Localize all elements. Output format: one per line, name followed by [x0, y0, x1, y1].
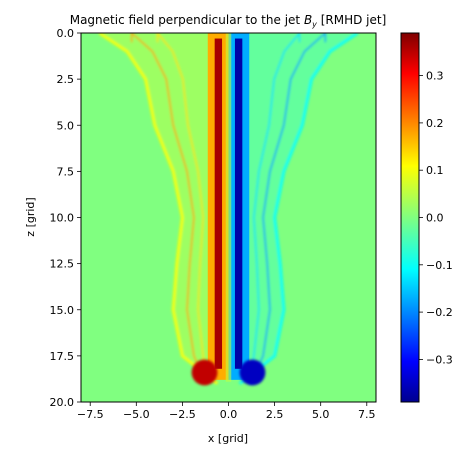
x-tick-label: 2.5	[266, 408, 284, 421]
cocoon-inner-filament	[249, 33, 301, 384]
y-axis: 0.0 2.5 5.0 7.5 10.0 12.5 15.0 17.5 20.0	[50, 27, 81, 409]
colorbar-tick-label: 0.0	[426, 212, 444, 225]
cocoon-edge-filament	[98, 33, 219, 385]
colorbar-tick-label: −0.1	[426, 259, 453, 272]
colorbar: 0.3 0.2 0.1 0.0 −0.1 −0.2 −0.3	[400, 32, 453, 403]
head-lobe-negative	[239, 359, 266, 386]
x-tick-label: 5.0	[312, 408, 330, 421]
y-tick-label: 7.5	[57, 165, 75, 178]
y-tick-label: 5.0	[57, 119, 75, 132]
cocoon-inner-filament	[130, 33, 208, 384]
jet-core-negative	[228, 33, 250, 380]
jet-core-peak	[214, 38, 223, 369]
colorbar-ticks: 0.3 0.2 0.1 0.0 −0.1 −0.2 −0.3	[419, 70, 453, 366]
jet-core-peak	[234, 38, 243, 369]
x-tick-label: −2.5	[169, 408, 196, 421]
field-structures	[98, 33, 359, 386]
cocoon-right	[238, 33, 359, 385]
y-tick-label: 0.0	[57, 27, 75, 40]
y-tick-label: 17.5	[50, 350, 75, 363]
cocoon-inner-filament	[249, 33, 327, 384]
y-axis-label: z [grid]	[24, 197, 37, 236]
cocoon-left	[98, 33, 219, 385]
y-tick-label: 20.0	[50, 396, 75, 409]
x-tick-label: −5.0	[123, 408, 150, 421]
x-axis: −7.5 −5.0 −2.5 0.0 2.5 5.0 7.5	[77, 402, 376, 421]
x-tick-label: 7.5	[358, 408, 376, 421]
colorbar-tick-label: −0.3	[426, 353, 453, 366]
x-axis-label: x [grid]	[208, 432, 248, 445]
head-lobe-positive	[191, 359, 218, 386]
cocoon-inner-filament	[156, 33, 208, 384]
jet-core-positive	[207, 33, 229, 380]
chart-title: Magnetic field perpendicular to the jet …	[70, 13, 387, 29]
x-tick-label: −7.5	[77, 408, 104, 421]
heatmap-plot-area	[81, 33, 376, 402]
y-tick-label: 15.0	[50, 304, 75, 317]
y-tick-label: 2.5	[57, 73, 75, 86]
colorbar-tick-label: 0.2	[426, 117, 444, 130]
colorbar-tick-label: 0.1	[426, 164, 444, 177]
y-tick-label: 10.0	[50, 212, 75, 225]
colorbar-tick-label: −0.2	[426, 306, 453, 319]
colorbar-gradient	[401, 33, 419, 402]
jet-axis-band	[225, 33, 232, 382]
y-tick-label: 12.5	[50, 258, 75, 271]
x-tick-label: 0.0	[220, 408, 238, 421]
colorbar-tick-label: 0.3	[426, 70, 444, 83]
cocoon-edge-filament	[238, 33, 359, 385]
